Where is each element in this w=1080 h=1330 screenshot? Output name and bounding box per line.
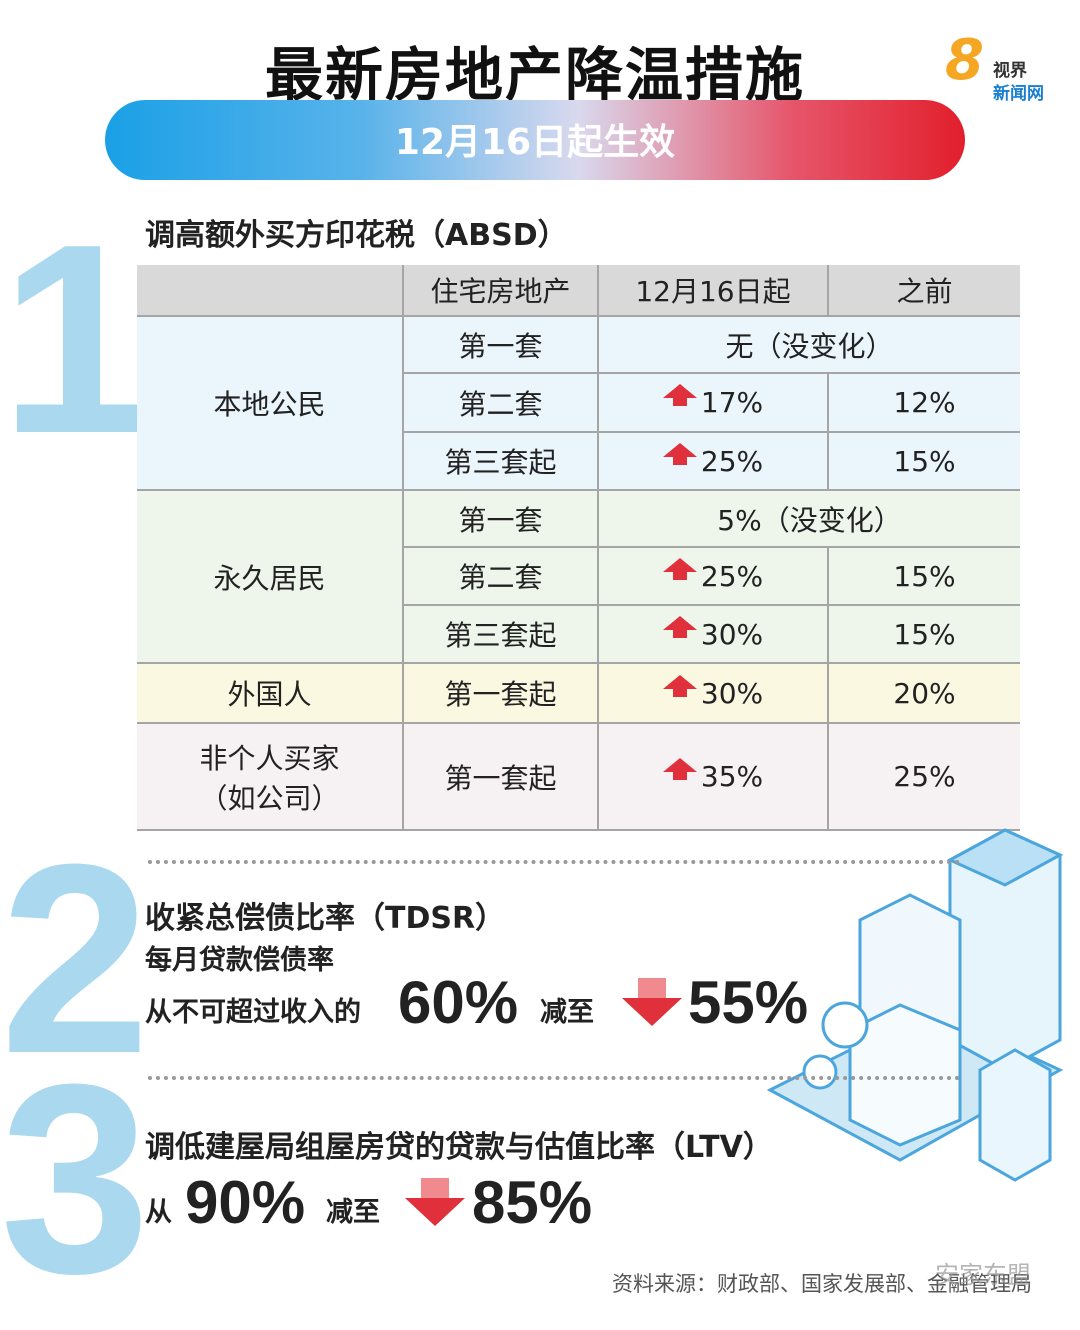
new-rate-cell: 30%: [597, 604, 829, 664]
table-row: 永久居民 第一套 5%（没变化）: [137, 489, 1020, 664]
row-group: 外国人 第一套起 30% 20%: [137, 662, 1020, 724]
logo-text: 新闻网: [993, 84, 1044, 104]
table-row: 本地公民 第一套 无（没变化）: [137, 315, 1020, 491]
table-row: 第三套起 25% 15%: [137, 431, 1020, 491]
property-cell: 第二套: [403, 546, 599, 606]
header-cell: 12月16日起: [597, 265, 829, 317]
up-arrow: [662, 557, 697, 580]
group-label: 非个人买家: [199, 741, 340, 775]
logo: 8 视界 新闻网: [945, 28, 1055, 104]
property-cell: 第一套起: [402, 662, 599, 724]
property-cell: 第三套起: [403, 431, 599, 491]
new-rate: 30%: [700, 676, 764, 710]
new-rate: 35%: [700, 760, 764, 793]
property-cell: 第一套: [402, 315, 599, 374]
new-rate-cell: 30%: [597, 662, 829, 724]
row-group: 非个人买家 （如公司） 第一套起 35% 25%: [137, 722, 1020, 831]
from-value: 60%: [398, 969, 519, 1036]
unchanged-cell: 无（没变化）: [597, 315, 1020, 374]
table-row: 第三套起 30% 15%: [137, 604, 1020, 664]
before-rate-cell: 15%: [827, 604, 1020, 664]
new-rate-cell: 25%: [597, 546, 829, 606]
section-heading: 调低建屋局组屋房贷的贷款与估值比率（LTV）: [145, 1130, 773, 1165]
section-subheading: 每月贷款偿债率: [145, 945, 334, 976]
new-rate-cell: 25%: [597, 431, 829, 491]
header-row: 住宅房地产 12月16日起 之前: [137, 265, 1020, 317]
from-text: 从: [145, 1197, 172, 1228]
table-row: 非个人买家 （如公司） 第一套起 35% 25%: [137, 722, 1020, 831]
property-cell: 第三套起: [403, 604, 599, 664]
before-rate-cell: 12%: [827, 372, 1020, 433]
group-label-note: （如公司）: [199, 781, 340, 815]
to-value: 85%: [472, 1169, 593, 1236]
group-label-cell: 永久居民: [137, 489, 404, 664]
row-group: 本地公民 第一套 无（没变化） 第二套 17% 12% 第三套起 25% 15%: [137, 315, 1020, 491]
new-rate: 25%: [700, 444, 764, 478]
watermark: 安家东盟: [935, 1261, 1031, 1289]
new-rate: 30%: [700, 617, 764, 651]
to-text: 减至: [540, 997, 594, 1028]
up-arrow: [662, 674, 697, 697]
to-value: 55%: [688, 969, 809, 1036]
section-number: 3: [0, 1029, 151, 1330]
new-rate-cell: 17%: [597, 372, 829, 433]
unchanged-cell: 5%（没变化）: [597, 489, 1020, 548]
logo-mark: 8: [945, 28, 984, 93]
buildings-illustration: [766, 828, 1064, 1182]
absd-table: 住宅房地产 12月16日起 之前 本地公民 第一套 无（没变化） 第二套 17% 12% 第三套起…: [137, 265, 1020, 831]
group-label-cell: 本地公民: [137, 315, 404, 491]
row-group: 永久居民 第一套 5%（没变化） 第二套 25% 15% 第三套起 30% 15%: [137, 489, 1020, 664]
property-cell: 第一套起: [402, 722, 599, 831]
down-arrow: [622, 978, 682, 1026]
to-text: 减至: [326, 1197, 380, 1228]
table-row: 外国人 第一套起 30% 20%: [137, 662, 1020, 724]
title: 最新房地产降温措施: [264, 41, 805, 109]
divider: [148, 860, 960, 864]
section-number: 2: [0, 809, 151, 1110]
group-label: 外国人: [227, 678, 312, 711]
subtitle: 12月16日起生效: [394, 122, 676, 163]
source: 资料来源：财政部、国家发展部、金融管理局: [612, 1272, 1032, 1296]
property-cell: 第一套: [402, 489, 599, 548]
property-cell: 第二套: [403, 372, 599, 433]
section-heading: 收紧总偿债比率（TDSR）: [145, 901, 506, 936]
new-rate: 17%: [700, 386, 764, 419]
new-rate-cell: 35%: [597, 722, 829, 831]
group-label-cell: 外国人: [137, 662, 404, 724]
before-rate-cell: 25%: [827, 722, 1020, 831]
group-label: 永久居民: [213, 561, 326, 595]
header-cell: 住宅房地产: [402, 265, 599, 317]
up-arrow: [662, 442, 697, 465]
up-arrow: [662, 615, 697, 638]
group-label: 本地公民: [213, 388, 326, 421]
from-value: 90%: [185, 1169, 306, 1236]
table-row: 第二套 17% 12%: [137, 372, 1020, 433]
header-cell: [137, 265, 404, 317]
table-row: 第二套 25% 15%: [137, 546, 1020, 606]
section-number: 1: [0, 189, 151, 490]
up-arrow: [662, 758, 697, 780]
from-text: 从不可超过收入的: [145, 997, 361, 1028]
header-cell: 之前: [827, 265, 1020, 317]
before-rate-cell: 15%: [827, 431, 1020, 491]
up-arrow: [662, 384, 697, 406]
new-rate: 25%: [700, 559, 764, 593]
banner: [105, 100, 965, 180]
logo-text: 视界: [993, 61, 1027, 81]
group-label-cell: 非个人买家 （如公司）: [137, 722, 404, 831]
section-heading: 调高额外买方印花税（ABSD）: [145, 218, 568, 253]
divider: [148, 1076, 960, 1080]
before-rate-cell: 15%: [827, 546, 1020, 606]
down-arrow: [405, 1178, 465, 1226]
before-rate-cell: 20%: [827, 662, 1020, 724]
